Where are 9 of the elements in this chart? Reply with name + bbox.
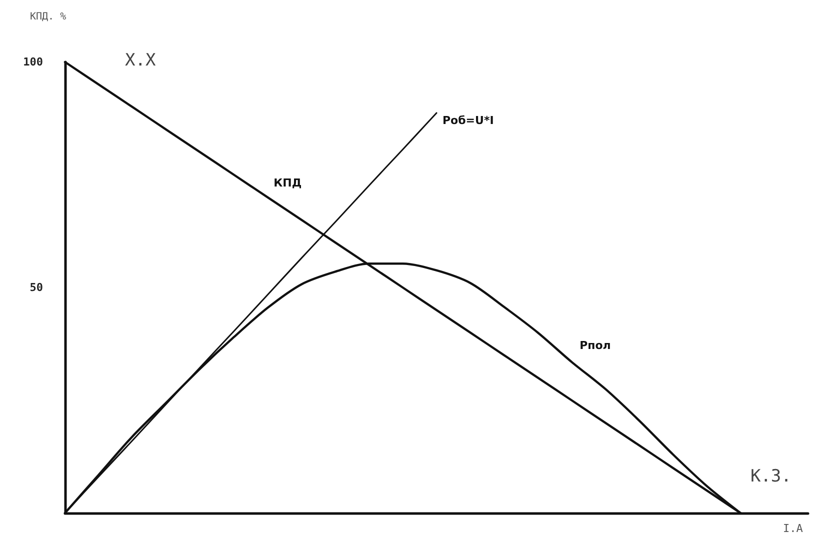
series-label: КПД: [274, 176, 302, 190]
x-axis-title: I.A: [783, 522, 804, 535]
y-tick-label: 100: [23, 56, 43, 68]
annotation: К.З.: [750, 466, 792, 486]
y-tick-label: 50: [30, 281, 43, 294]
annotation: Х.Х: [125, 50, 156, 70]
series-label: Роб=U*I: [442, 114, 494, 127]
series-label: Рпол: [580, 338, 611, 352]
y-axis-title: КПД. %: [30, 12, 66, 22]
